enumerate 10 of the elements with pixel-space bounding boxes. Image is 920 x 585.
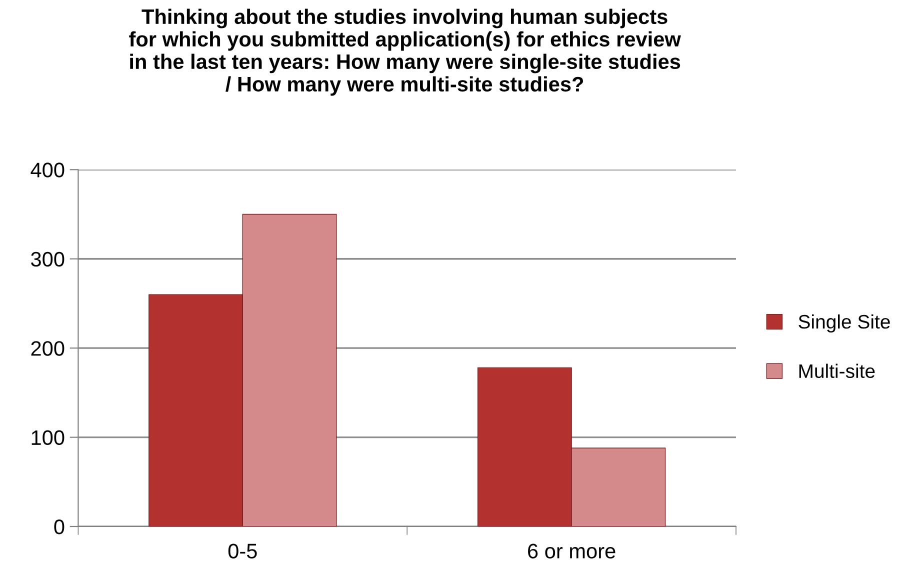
y-tick-label: 0: [54, 520, 64, 534]
y-tick-label: 100: [32, 430, 64, 446]
y-tick-label: 400: [30, 162, 64, 178]
chart-title: Thinking about the studies involving human subjects for which you submitted application(s) for ethics review in the last ten years: How many were single-site studies / How many were multi-site studies?: [129, 8, 681, 96]
legend-label: Single Site: [798, 314, 890, 333]
legend-label: Multi-site: [799, 364, 875, 378]
x-tick-label: 0-5: [228, 544, 257, 558]
y-tick-label: 300: [31, 252, 64, 267]
x-tick-label: 6 or more: [528, 544, 616, 558]
y-tick-label: 200: [31, 341, 64, 356]
